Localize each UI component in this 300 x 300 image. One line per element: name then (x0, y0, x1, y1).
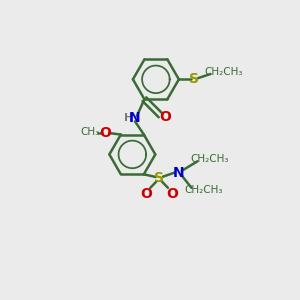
Text: H: H (124, 113, 134, 123)
Text: O: O (140, 187, 152, 201)
Text: O: O (166, 187, 178, 201)
Text: CH₃: CH₃ (81, 128, 100, 137)
Text: O: O (160, 110, 172, 124)
Text: CH₂CH₃: CH₂CH₃ (204, 67, 243, 77)
Text: N: N (129, 111, 141, 125)
Text: N: N (172, 166, 184, 179)
Text: S: S (189, 72, 199, 86)
Text: CH₂CH₃: CH₂CH₃ (190, 154, 229, 164)
Text: S: S (154, 171, 164, 185)
Text: O: O (100, 126, 112, 140)
Text: CH₂CH₃: CH₂CH₃ (184, 185, 223, 195)
